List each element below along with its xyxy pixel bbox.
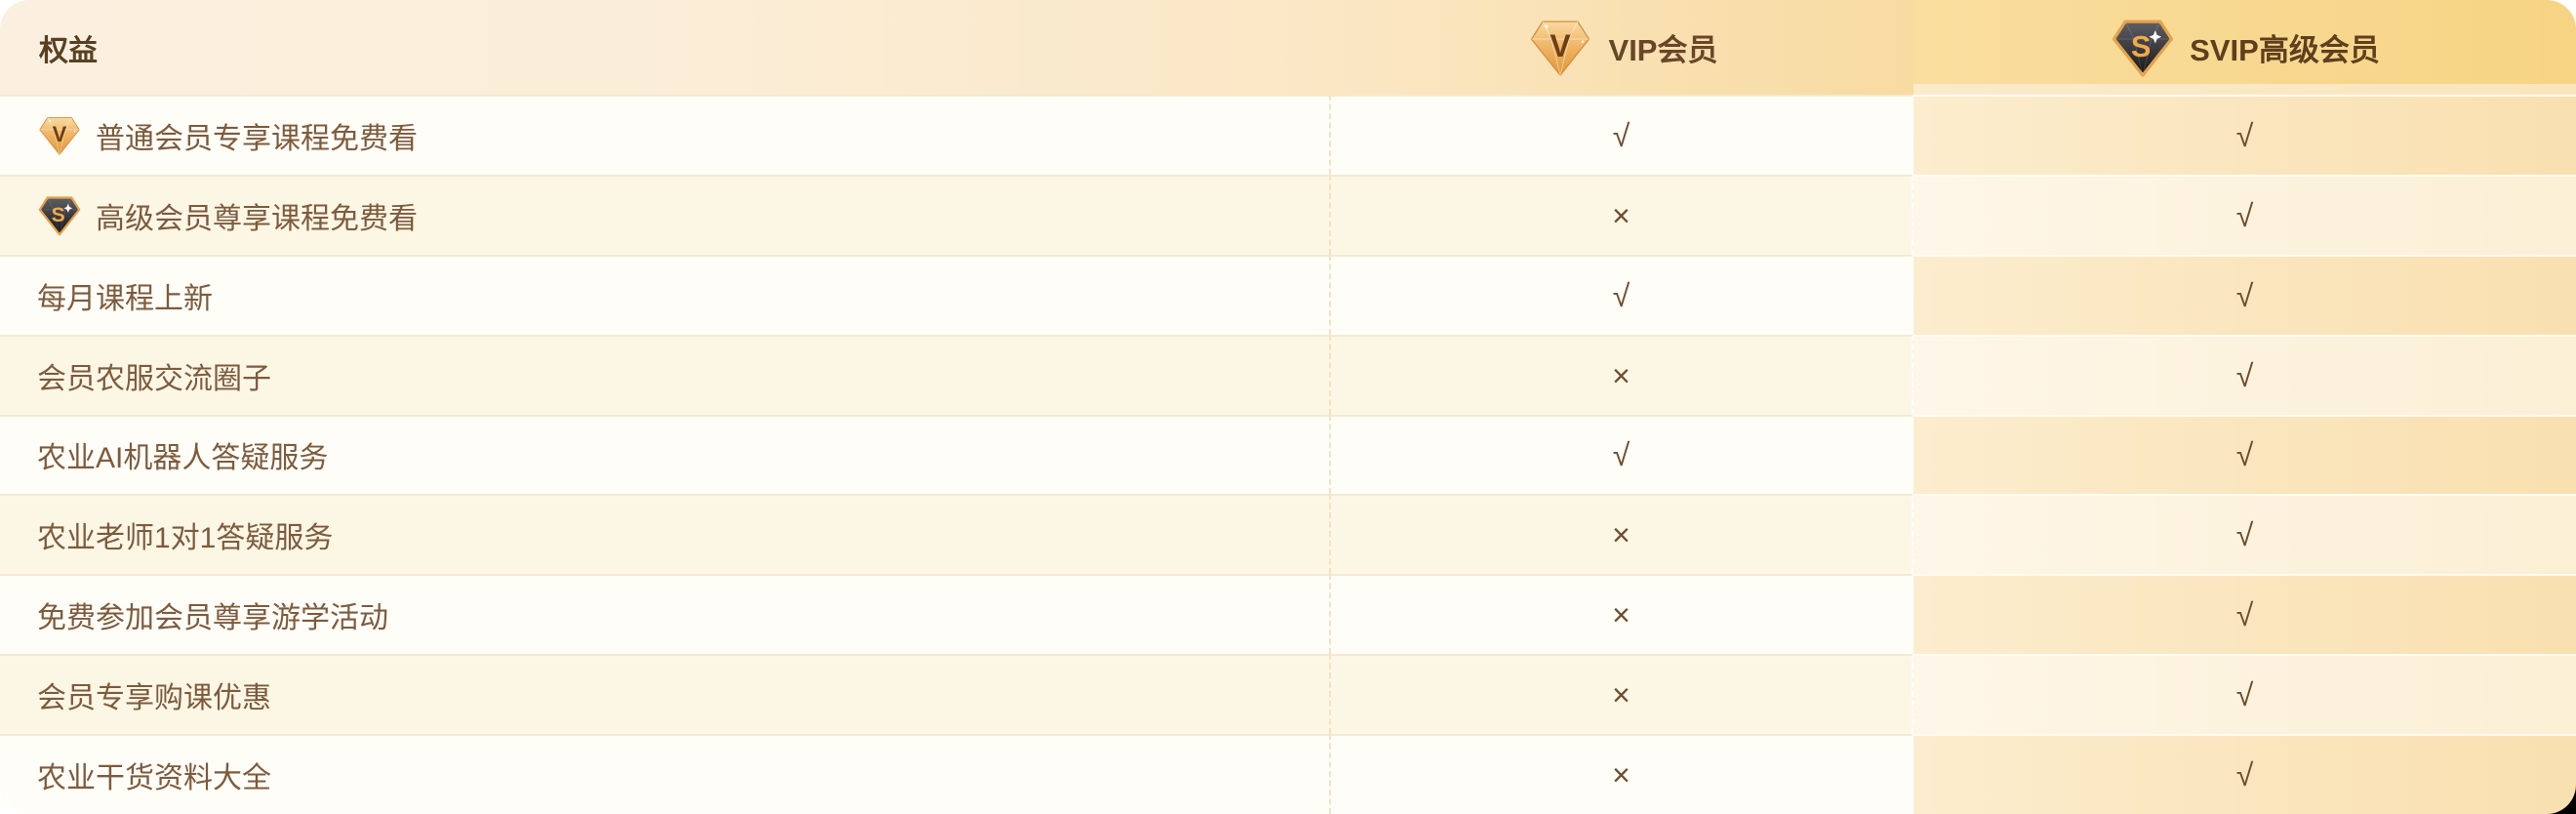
benefit-row-label-cell: 会员专享购课优惠 xyxy=(0,654,1331,735)
svip-availability-mark: √ xyxy=(2235,517,2254,553)
vip-availability-cell: √ xyxy=(1331,95,1913,175)
vip-availability-cell: √ xyxy=(1331,414,1913,495)
vip-availability-mark: √ xyxy=(1612,277,1630,313)
vip-availability-mark: √ xyxy=(1612,437,1630,473)
svip-availability-mark: √ xyxy=(2235,117,2254,153)
vip-availability-cell: × xyxy=(1331,654,1913,735)
benefit-row-label-cell: 免费参加会员尊享游学活动 xyxy=(0,574,1331,655)
benefits-column-title: 权益 xyxy=(39,34,98,67)
vip-availability-cell: × xyxy=(1331,334,1913,415)
svip-column-header: SVIP高级会员 xyxy=(1913,0,2576,95)
svip-availability-cell: √ xyxy=(1913,494,2576,575)
vip-availability-mark: × xyxy=(1612,197,1630,233)
vip-availability-cell: × xyxy=(1331,734,1913,814)
svip-availability-mark: √ xyxy=(2235,757,2254,794)
svip-gem-icon xyxy=(37,194,82,237)
vip-availability-mark: × xyxy=(1612,597,1630,633)
vip-availability-mark: × xyxy=(1612,517,1630,553)
benefit-label: 免费参加会员尊享游学活动 xyxy=(37,602,388,635)
svip-availability-mark: √ xyxy=(2235,197,2254,233)
svip-availability-cell: √ xyxy=(1913,95,2576,175)
benefit-row-label-cell: 高级会员尊享课程免费看 xyxy=(0,174,1331,255)
svip-availability-cell: √ xyxy=(1913,414,2576,495)
vip-availability-cell: √ xyxy=(1331,254,1913,335)
vip-availability-mark: × xyxy=(1612,677,1630,713)
benefit-row-label-cell: 农业干货资料大全 xyxy=(0,734,1331,814)
svip-availability-mark: √ xyxy=(2235,597,2254,633)
benefit-label: 高级会员尊享课程免费看 xyxy=(96,202,418,235)
benefit-row-label-cell: 会员农服交流圈子 xyxy=(0,334,1331,415)
benefit-label: 每月课程上新 xyxy=(37,282,213,315)
vip-gem-icon xyxy=(37,114,82,157)
svip-gem-icon xyxy=(2110,17,2176,79)
svip-availability-cell: √ xyxy=(1913,654,2576,735)
benefit-label: 普通会员专享课程免费看 xyxy=(96,122,418,155)
vip-column-title: VIP会员 xyxy=(1608,33,1718,67)
benefit-row-label-cell: 每月课程上新 xyxy=(0,254,1331,335)
svip-availability-mark: √ xyxy=(2235,357,2254,393)
vip-availability-mark: × xyxy=(1612,757,1630,794)
svip-availability-cell: √ xyxy=(1913,254,2576,335)
benefit-row-label-cell: 普通会员专享课程免费看 xyxy=(0,95,1331,175)
vip-availability-mark: × xyxy=(1612,357,1630,393)
benefit-label: 农业老师1对1答疑服务 xyxy=(37,522,334,555)
svip-column-title: SVIP高级会员 xyxy=(2190,33,2380,67)
vip-availability-cell: × xyxy=(1331,174,1913,255)
svip-availability-cell: √ xyxy=(1913,734,2576,814)
benefit-label: 农业AI机器人答疑服务 xyxy=(37,442,329,475)
benefit-row-label-cell: 农业AI机器人答疑服务 xyxy=(0,414,1331,495)
benefit-label: 农业干货资料大全 xyxy=(37,762,271,795)
svip-availability-mark: √ xyxy=(2235,437,2254,473)
svip-availability-cell: √ xyxy=(1913,174,2576,255)
svip-availability-cell: √ xyxy=(1913,334,2576,415)
vip-availability-cell: × xyxy=(1331,494,1913,575)
svip-availability-cell: √ xyxy=(1913,574,2576,655)
benefit-row-label-cell: 农业老师1对1答疑服务 xyxy=(0,494,1331,575)
benefit-label: 会员农服交流圈子 xyxy=(37,362,271,395)
svip-availability-mark: √ xyxy=(2235,277,2254,313)
vip-column-header: VIP会员 xyxy=(1331,0,1913,95)
benefit-label: 会员专享购课优惠 xyxy=(37,682,271,715)
vip-gem-icon xyxy=(1527,17,1593,79)
vip-availability-mark: √ xyxy=(1612,117,1630,153)
svip-availability-mark: √ xyxy=(2235,677,2254,713)
benefits-column-header: 权益 xyxy=(0,0,1331,95)
vip-availability-cell: × xyxy=(1331,574,1913,655)
